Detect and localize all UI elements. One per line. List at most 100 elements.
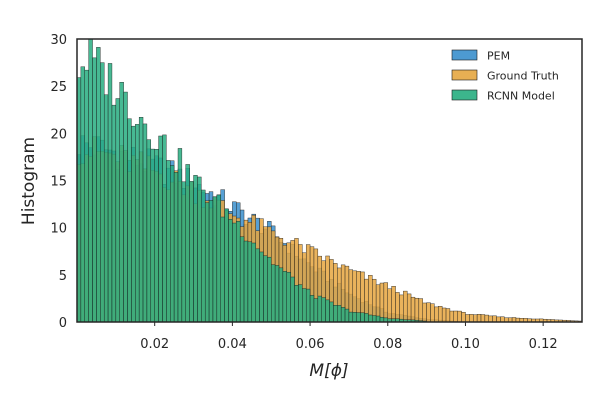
bar — [166, 160, 171, 323]
x-tick-label: 0.02 — [140, 337, 169, 352]
bar — [445, 308, 451, 323]
bar — [473, 314, 478, 323]
bar — [185, 164, 190, 323]
legend-item: PEM — [451, 50, 510, 63]
bar — [480, 314, 486, 323]
bar — [391, 286, 396, 323]
bar — [375, 315, 381, 323]
y-tick-label: 25 — [50, 80, 67, 95]
bar — [224, 208, 229, 323]
bar — [410, 296, 416, 323]
bar — [84, 69, 89, 323]
bar — [181, 181, 186, 323]
bar — [302, 288, 307, 323]
plot-frame — [76, 38, 583, 323]
x-tick-label: 0.08 — [373, 337, 402, 352]
x-tick-label: 0.06 — [296, 337, 325, 352]
y-tick-label: 30 — [50, 33, 67, 48]
bar — [189, 181, 194, 323]
bar — [158, 135, 163, 323]
bar — [305, 288, 311, 323]
bar — [426, 302, 431, 323]
bar — [368, 314, 373, 323]
plot-bars — [76, 38, 583, 323]
bar — [150, 148, 155, 323]
bar — [216, 194, 221, 323]
bar — [337, 305, 342, 323]
bar — [492, 315, 497, 323]
bar — [193, 175, 198, 323]
bar — [115, 98, 120, 323]
bar — [484, 314, 489, 323]
bar — [131, 125, 136, 323]
bar — [399, 294, 404, 323]
bar — [103, 94, 109, 323]
legend: PEM Ground Truth RCNN Model — [451, 50, 559, 103]
bar — [441, 307, 447, 323]
y-tick-label: 10 — [50, 222, 67, 237]
bar — [418, 298, 423, 323]
bar — [403, 290, 408, 323]
x-axis-ticks: 0.02 0.04 0.06 0.08 0.10 0.12 — [140, 322, 558, 352]
bar — [313, 298, 319, 323]
y-axis-label: Histogram — [19, 137, 39, 225]
bar — [360, 312, 365, 323]
bar — [80, 66, 85, 323]
bar — [430, 303, 435, 323]
bar — [251, 242, 256, 323]
bar — [96, 47, 101, 323]
bar — [123, 91, 128, 323]
y-tick-label: 5 — [59, 269, 67, 284]
bar — [414, 297, 420, 323]
bar — [348, 311, 354, 323]
bar — [263, 255, 268, 323]
bar — [406, 293, 412, 323]
bar — [449, 310, 455, 323]
bar — [286, 271, 291, 323]
bar — [135, 124, 140, 323]
bar — [465, 314, 470, 323]
bar — [170, 165, 175, 323]
x-tick-label: 0.04 — [218, 337, 247, 352]
legend-label: Ground Truth — [487, 70, 559, 83]
legend-swatch — [451, 69, 478, 81]
bar — [379, 282, 385, 323]
bar — [204, 202, 210, 323]
bar — [138, 117, 144, 323]
bar — [100, 62, 105, 323]
bar — [243, 240, 249, 323]
legend-item: RCNN Model — [451, 90, 555, 103]
bar — [154, 149, 159, 323]
bar — [271, 264, 276, 323]
x-axis-label: M[ϕ] — [309, 361, 348, 381]
bar — [142, 123, 148, 323]
bar — [127, 118, 132, 323]
bar — [255, 248, 260, 323]
x-tick-label: 0.10 — [451, 337, 480, 352]
bar — [111, 104, 117, 323]
bar — [177, 148, 183, 323]
bar — [422, 302, 427, 323]
bar — [247, 241, 252, 323]
bar — [309, 295, 315, 323]
bar — [453, 310, 458, 323]
bar — [469, 314, 474, 323]
bar — [438, 306, 443, 323]
y-tick-label: 15 — [50, 175, 67, 190]
bar — [395, 292, 400, 323]
bar — [208, 200, 214, 323]
bar — [383, 282, 388, 323]
bar — [92, 57, 97, 323]
bar — [364, 313, 369, 323]
bar — [239, 236, 245, 323]
bar — [220, 216, 225, 323]
bar — [461, 311, 466, 323]
bar — [325, 299, 330, 323]
bar — [173, 172, 179, 323]
bar — [278, 267, 284, 323]
x-tick-label: 0.12 — [529, 337, 558, 352]
bar — [488, 315, 493, 323]
y-tick-label: 20 — [50, 127, 67, 142]
bar — [329, 301, 334, 323]
